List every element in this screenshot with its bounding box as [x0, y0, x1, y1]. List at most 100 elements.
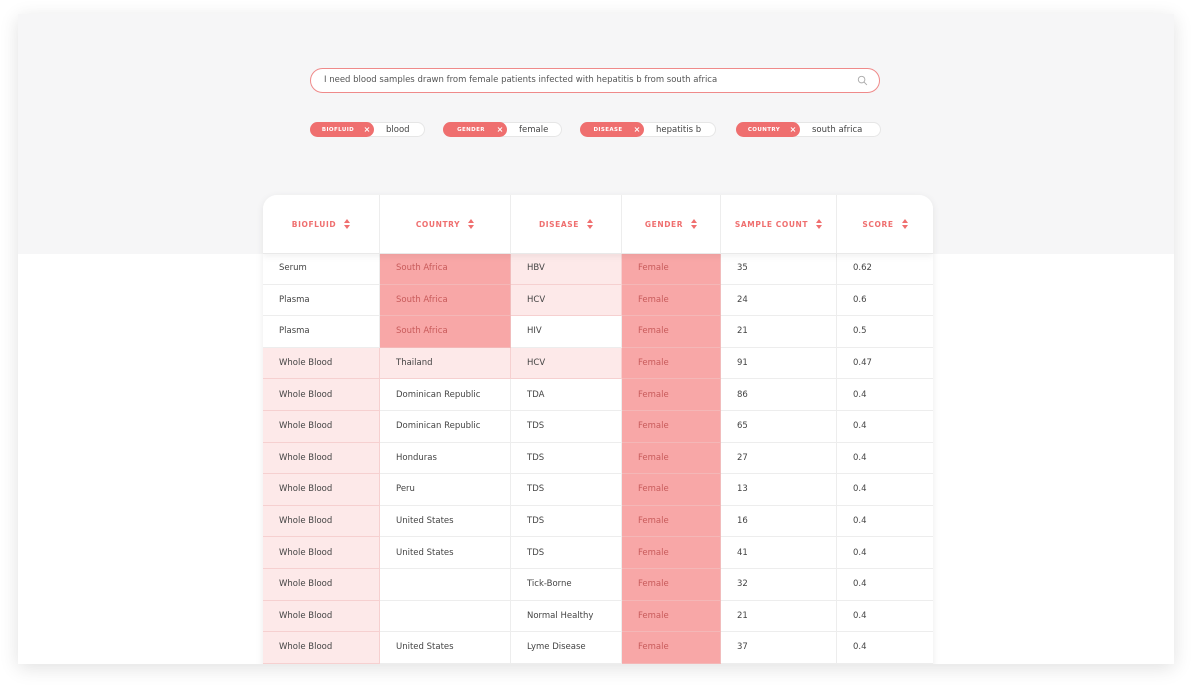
- table-row[interactable]: Whole Blood Dominican Republic TDA Female 86…: [263, 379, 933, 411]
- table-row[interactable]: Plasma South Africa HIV Female 21 0.5: [263, 316, 933, 348]
- sort-icon[interactable]: [344, 219, 351, 229]
- cell-disease: TDS: [511, 442, 622, 475]
- results-table: BIOFLUID COUNTRY DISEASE GENDER SAMPLE C…: [263, 195, 933, 664]
- search-icon[interactable]: [857, 75, 868, 86]
- cell-gender: Female: [622, 537, 721, 569]
- filter-chip-gender: GENDER × female: [443, 122, 562, 137]
- cell-disease: TDA: [511, 379, 622, 411]
- filter-tag-label: BIOFLUID: [321, 126, 355, 133]
- column-header-country[interactable]: COUNTRY: [380, 195, 511, 253]
- table-row[interactable]: Whole Blood Honduras TDS Female 27 0.4: [263, 442, 933, 475]
- cell-biofluid: Whole Blood: [263, 600, 380, 633]
- remove-filter-icon[interactable]: ×: [633, 125, 641, 134]
- cell-gender: Female: [622, 632, 721, 664]
- cell-disease: HCV: [511, 284, 622, 317]
- table-row[interactable]: Whole Blood Peru TDS Female 13 0.4: [263, 474, 933, 506]
- sort-icon[interactable]: [901, 219, 908, 229]
- filter-tag-label: DISEASE: [593, 126, 623, 133]
- filter-value: hepatitis b: [656, 125, 702, 135]
- cell-biofluid: Whole Blood: [263, 410, 380, 443]
- cell-score: 0.6: [837, 285, 933, 317]
- app-frame: I need blood samples drawn from female p…: [18, 14, 1174, 664]
- cell-sample-count: 24: [721, 284, 837, 317]
- sort-icon[interactable]: [468, 219, 475, 229]
- search-bar[interactable]: I need blood samples drawn from female p…: [310, 68, 880, 93]
- cell-sample-count: 86: [721, 379, 837, 411]
- cell-gender: Female: [622, 410, 721, 443]
- cell-gender: Female: [622, 600, 721, 633]
- remove-filter-icon[interactable]: ×: [363, 125, 371, 134]
- cell-disease: HIV: [511, 316, 622, 348]
- sort-icon[interactable]: [691, 219, 698, 229]
- column-header-biofluid[interactable]: BIOFLUID: [263, 195, 380, 253]
- table-row[interactable]: Whole Blood Dominican Republic TDS Female 65…: [263, 410, 933, 443]
- column-header-label: SAMPLE COUNT: [734, 219, 809, 229]
- table-row[interactable]: Whole Blood Tick-Borne Female 32 0.4: [263, 568, 933, 601]
- cell-score: 0.5: [837, 316, 933, 348]
- column-header-gender[interactable]: GENDER: [622, 195, 721, 253]
- cell-sample-count: 32: [721, 568, 837, 601]
- table-row[interactable]: Whole Blood Thailand HCV Female 91 0.47: [263, 347, 933, 380]
- table-row[interactable]: Plasma South Africa HCV Female 24 0.6: [263, 284, 933, 317]
- cell-biofluid: Whole Blood: [263, 632, 380, 664]
- cell-score: 0.4: [837, 506, 933, 538]
- cell-score: 0.4: [837, 632, 933, 664]
- cell-country: South Africa: [380, 316, 511, 348]
- cell-biofluid: Serum: [263, 253, 380, 285]
- sort-icon[interactable]: [816, 219, 823, 229]
- cell-score: 0.4: [837, 569, 933, 601]
- cell-gender: Female: [622, 505, 721, 538]
- cell-biofluid: Whole Blood: [263, 568, 380, 601]
- cell-gender: Female: [622, 316, 721, 348]
- cell-disease: HBV: [511, 253, 622, 285]
- filter-chip-country: COUNTRY × south africa: [736, 122, 881, 137]
- cell-score: 0.62: [837, 253, 933, 285]
- filter-chip-biofluid: BIOFLUID × blood: [310, 122, 425, 137]
- filter-tag-disease: DISEASE: [580, 122, 644, 137]
- remove-filter-icon[interactable]: ×: [789, 125, 797, 134]
- cell-disease: TDS: [511, 474, 622, 506]
- sort-icon[interactable]: [587, 219, 594, 229]
- cell-biofluid: Plasma: [263, 316, 380, 348]
- column-header-disease[interactable]: DISEASE: [511, 195, 622, 253]
- cell-biofluid: Whole Blood: [263, 347, 380, 380]
- cell-sample-count: 37: [721, 632, 837, 664]
- filter-tag-label: COUNTRY: [747, 126, 781, 133]
- filter-value: south africa: [812, 125, 863, 135]
- table-body: Serum South Africa HBV Female 35 0.62 Plasma So…: [263, 253, 933, 664]
- filter-tag-gender: GENDER: [443, 122, 507, 137]
- filter-tag-country: COUNTRY: [736, 122, 800, 137]
- table-row[interactable]: Whole Blood United States TDS Female 41 0.4: [263, 537, 933, 569]
- cell-sample-count: 21: [721, 316, 837, 348]
- cell-score: 0.4: [837, 443, 933, 475]
- cell-score: 0.4: [837, 411, 933, 443]
- column-header-sample-count[interactable]: SAMPLE COUNT: [721, 195, 837, 253]
- cell-score: 0.47: [837, 348, 933, 380]
- cell-disease: Lyme Disease: [511, 632, 622, 664]
- column-header-score[interactable]: SCORE: [837, 195, 933, 253]
- cell-score: 0.4: [837, 601, 933, 633]
- cell-sample-count: 21: [721, 600, 837, 633]
- table-row[interactable]: Whole Blood United States Lyme Disease Fema…: [263, 632, 933, 664]
- cell-disease: TDS: [511, 410, 622, 443]
- table-row[interactable]: Whole Blood Normal Healthy Female 21 0.4: [263, 600, 933, 633]
- column-header-label: BIOFLUID: [291, 219, 337, 229]
- cell-country: [380, 568, 511, 601]
- search-input[interactable]: I need blood samples drawn from female p…: [324, 75, 718, 85]
- cell-disease: TDS: [511, 537, 622, 569]
- cell-biofluid: Whole Blood: [263, 442, 380, 475]
- cell-country: South Africa: [380, 253, 511, 285]
- cell-biofluid: Whole Blood: [263, 505, 380, 538]
- table-row[interactable]: Serum South Africa HBV Female 35 0.62: [263, 253, 933, 285]
- cell-gender: Female: [622, 253, 721, 285]
- cell-sample-count: 65: [721, 410, 837, 443]
- cell-country: United States: [380, 505, 511, 538]
- cell-score: 0.4: [837, 537, 933, 569]
- cell-sample-count: 27: [721, 442, 837, 475]
- remove-filter-icon[interactable]: ×: [496, 125, 504, 134]
- cell-country: South Africa: [380, 284, 511, 317]
- column-header-label: COUNTRY: [415, 219, 461, 229]
- cell-sample-count: 16: [721, 505, 837, 538]
- table-row[interactable]: Whole Blood United States TDS Female 16 0.4: [263, 505, 933, 538]
- cell-biofluid: Plasma: [263, 284, 380, 317]
